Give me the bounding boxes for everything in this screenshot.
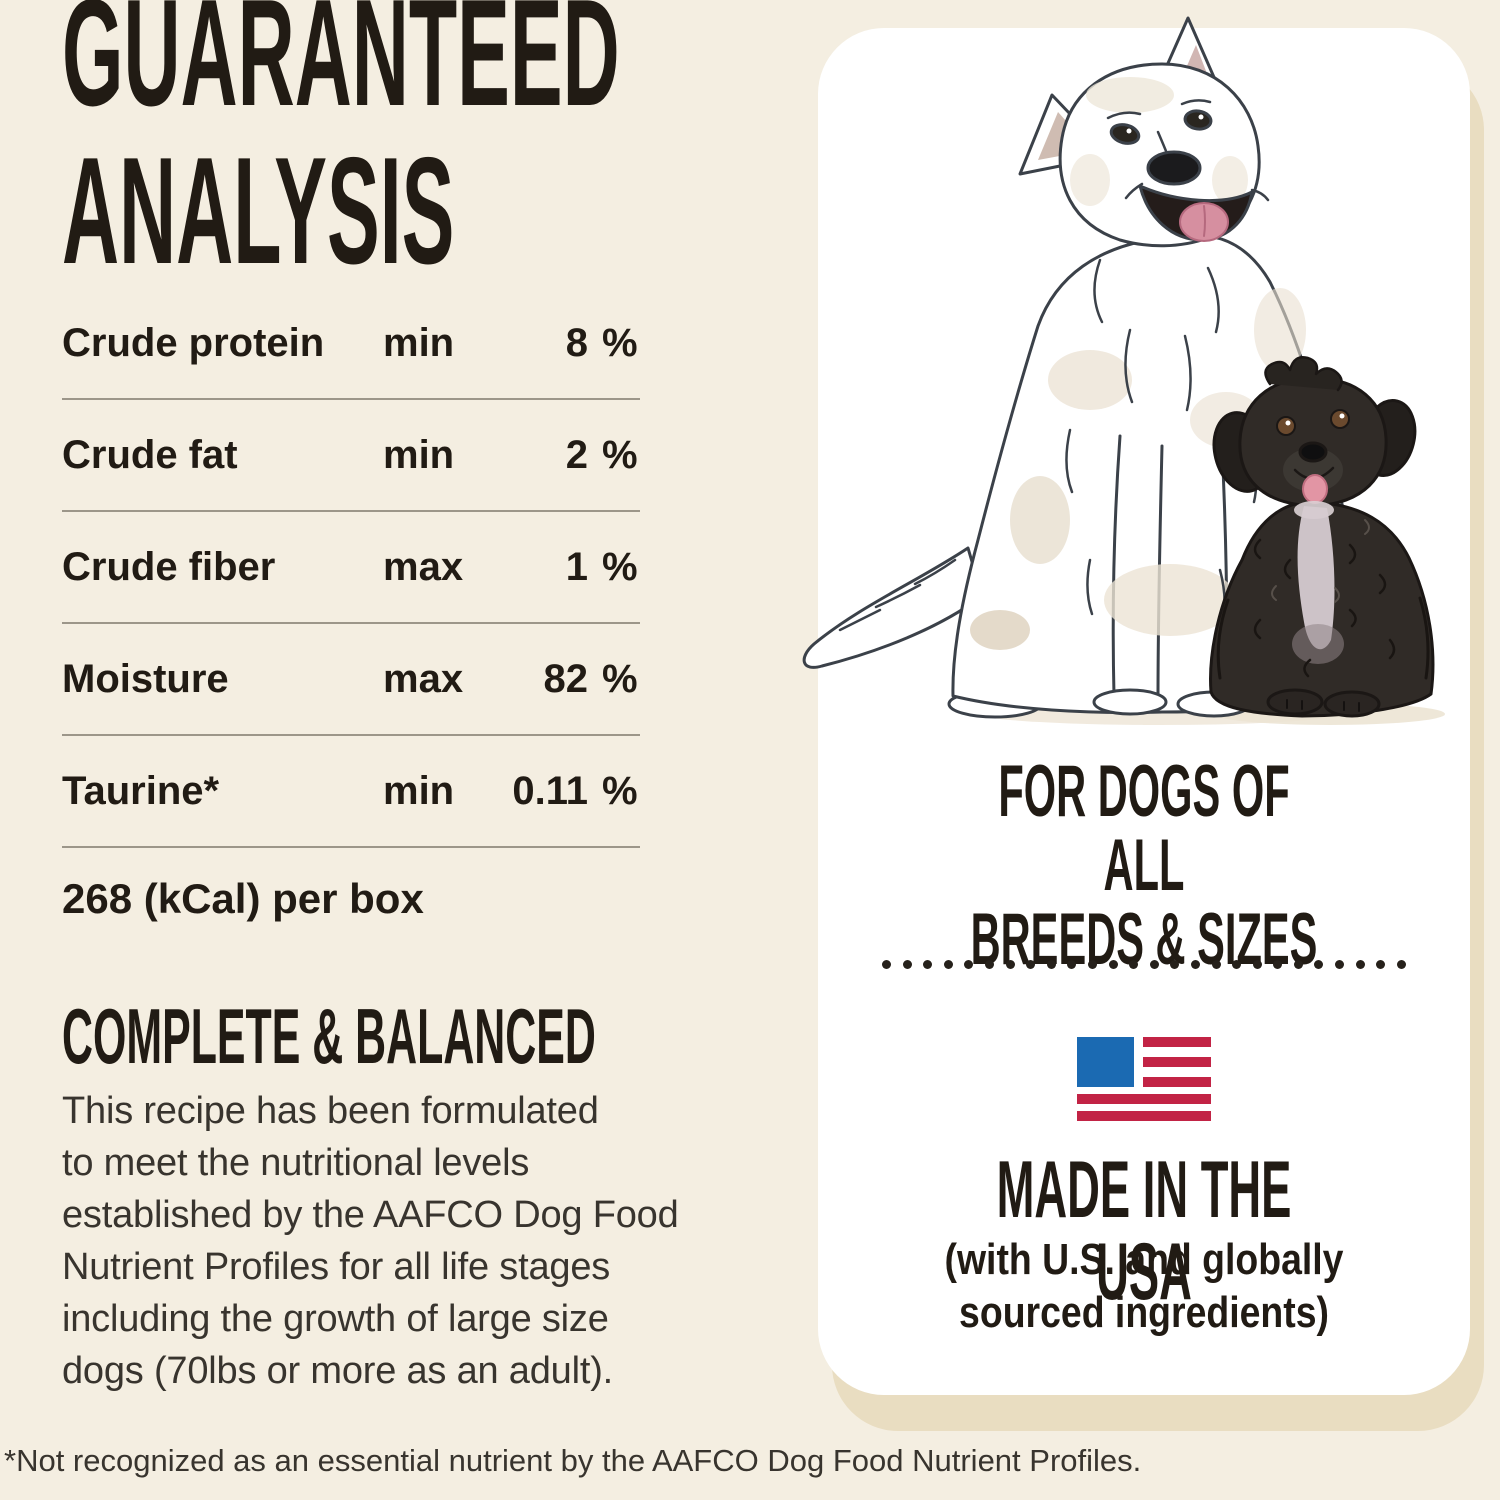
- table-row: Crude protein min 8 %: [62, 288, 640, 400]
- nutrient-unit: %: [602, 656, 638, 701]
- nutrient-qualifier: max: [383, 544, 464, 589]
- divider-dot: [1108, 959, 1118, 969]
- table-row: Crude fiber max 1 %: [62, 512, 640, 624]
- nutrient-value: 82: [543, 656, 589, 701]
- usa-flag-icon: [1077, 1037, 1211, 1121]
- complete-balanced-title: COMPLETE & BALANCED: [62, 992, 596, 1080]
- dotted-divider: [882, 959, 1406, 969]
- divider-dot: [1293, 959, 1303, 969]
- divider-dot: [1087, 959, 1097, 969]
- divider-dot: [1067, 959, 1077, 969]
- guaranteed-analysis-table: Crude protein min 8 % Crude fat min 2 % …: [62, 288, 640, 848]
- divider-dot: [964, 959, 974, 969]
- made-in-usa-label: MADE IN THE USA: [996, 1145, 1292, 1317]
- nutrient-qualifier: min: [383, 768, 455, 813]
- nutrient-value: 0.11: [512, 768, 588, 813]
- divider-dot: [984, 959, 994, 969]
- divider-dot: [1026, 959, 1036, 969]
- divider-dot: [1232, 959, 1242, 969]
- table-row: Moisture max 82 %: [62, 624, 640, 736]
- sourced-ingredients-note: (with U.S. and globally sourced ingredie…: [944, 1235, 1344, 1337]
- divider-dot: [923, 959, 933, 969]
- divider-dot: [882, 959, 891, 969]
- divider-dot: [943, 959, 953, 969]
- divider-dot: [1376, 959, 1386, 969]
- card-headline: FOR DOGS OF ALL BREEDS & SIZES: [970, 751, 1318, 980]
- divider-dot: [1355, 959, 1365, 969]
- divider-dot: [1005, 959, 1015, 969]
- table-row: Taurine* min 0.11 %: [62, 736, 640, 848]
- nutrient-qualifier: min: [383, 432, 455, 477]
- divider-dot: [1396, 959, 1406, 969]
- nutrient-label: Crude fiber: [62, 544, 276, 589]
- nutrient-unit: %: [602, 432, 638, 477]
- taurine-footnote: *Not recognized as an essential nutrient…: [4, 1443, 1142, 1478]
- nutrient-qualifier: max: [383, 656, 464, 701]
- nutrient-value: 8: [565, 320, 588, 365]
- calorie-statement: 268 (kCal) per box: [62, 875, 424, 922]
- nutrient-label: Crude fat: [62, 432, 238, 477]
- nutrient-label: Taurine*: [62, 768, 220, 813]
- divider-dot: [1252, 959, 1262, 969]
- nutrient-qualifier: min: [383, 320, 455, 365]
- divider-dot: [902, 959, 912, 969]
- divider-dot: [1190, 959, 1200, 969]
- divider-dot: [1149, 959, 1159, 969]
- guaranteed-analysis-title: GUARANTEED ANALYSIS: [62, 0, 620, 296]
- divider-dot: [1129, 959, 1139, 969]
- divider-dot: [1046, 959, 1056, 969]
- nutrient-value: 2: [565, 432, 588, 477]
- nutrient-label: Crude protein: [62, 320, 325, 365]
- divider-dot: [1314, 959, 1324, 969]
- divider-dot: [1211, 959, 1221, 969]
- divider-dot: [1335, 959, 1345, 969]
- divider-dot: [1170, 959, 1180, 969]
- nutrient-unit: %: [602, 320, 638, 365]
- nutrient-value: 1: [565, 544, 588, 589]
- divider-dot: [1273, 959, 1283, 969]
- nutrient-unit: %: [602, 768, 638, 813]
- aafco-statement: This recipe has been formulated to meet …: [62, 1090, 679, 1392]
- nutrient-label: Moisture: [62, 656, 229, 701]
- nutrient-unit: %: [602, 544, 638, 589]
- table-row: Crude fat min 2 %: [62, 400, 640, 512]
